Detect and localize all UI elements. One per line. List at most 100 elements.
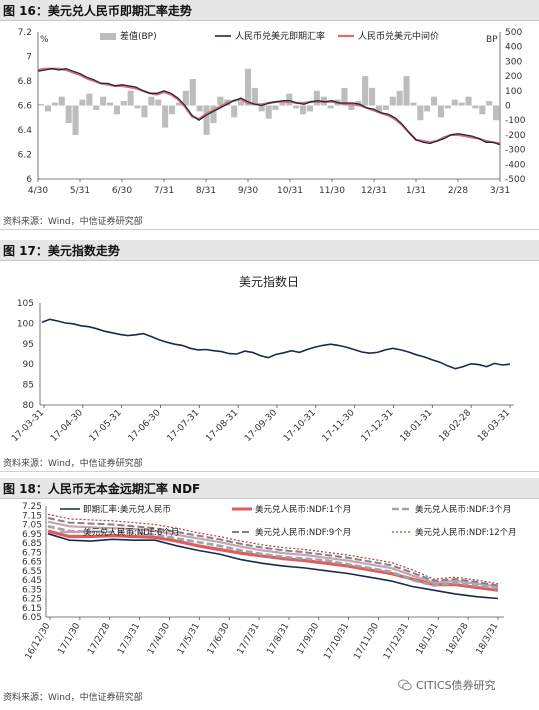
diff-bar bbox=[472, 105, 479, 109]
diff-bar bbox=[175, 102, 182, 106]
diff-bar bbox=[458, 102, 465, 106]
diff-bar bbox=[396, 90, 403, 106]
x-tick-label: 17/2/28 bbox=[86, 621, 112, 656]
diff-bar bbox=[155, 99, 162, 106]
divider bbox=[0, 471, 539, 472]
y-tick-label: 7.25 bbox=[22, 502, 42, 512]
legend-label: 美元兑人民币:NDF:6个月 bbox=[83, 527, 179, 538]
chart-18-header: 图 18：人民币无本金远期汇率 NDF bbox=[0, 478, 539, 499]
y-tick-label: 6.55 bbox=[22, 567, 42, 577]
y-tick-label: 7.15 bbox=[22, 511, 42, 521]
chart-16-source: 资料来源：Wind，中信证券研究部 bbox=[3, 217, 143, 227]
y2-axis-label: BP bbox=[486, 35, 498, 45]
y-tick-label: 6.2 bbox=[18, 151, 32, 161]
legend-label-mid: 人民币兑美元中间价 bbox=[358, 30, 439, 42]
y-tick-label: 95 bbox=[23, 340, 34, 350]
wechat-icon bbox=[398, 679, 412, 691]
diff-bar bbox=[79, 99, 86, 106]
y-tick-label: 7 bbox=[26, 53, 32, 63]
diff-bar bbox=[196, 105, 203, 112]
x-tick-label: 12/31 bbox=[361, 186, 387, 196]
diff-bar bbox=[100, 96, 107, 106]
chart-18-title: 图 18：人民币无本金远期汇率 NDF bbox=[3, 482, 201, 496]
diff-bar bbox=[369, 87, 376, 106]
x-tick-label: 17-04-30 bbox=[49, 408, 85, 444]
x-tick-label: 16/12/30 bbox=[24, 621, 53, 661]
y2-tick-label: -500 bbox=[505, 175, 526, 185]
x-tick-label: 17-09-30 bbox=[243, 408, 279, 444]
y2-tick-label: 0 bbox=[505, 102, 511, 112]
x-tick-label: 3/31 bbox=[490, 186, 510, 196]
diff-bar bbox=[410, 102, 417, 106]
x-tick-label: 17/8/31 bbox=[266, 622, 292, 657]
x-tick-label: 17/7/31 bbox=[236, 622, 262, 657]
x-tick-label: 7/31 bbox=[154, 186, 174, 196]
y-tick-label: 85 bbox=[23, 381, 34, 391]
y-tick-label: 7.2 bbox=[18, 28, 32, 38]
y-tick-label: 6.6 bbox=[18, 102, 33, 112]
diff-bar bbox=[279, 102, 286, 106]
x-tick-label: 18/3/31 bbox=[475, 622, 501, 657]
diff-bar bbox=[162, 105, 169, 128]
diff-bar bbox=[293, 105, 300, 109]
diff-bar bbox=[210, 105, 217, 124]
diff-bar bbox=[362, 76, 369, 106]
diff-bar bbox=[72, 105, 79, 135]
diff-bar bbox=[141, 105, 148, 118]
x-tick-label: 18/1/31 bbox=[415, 622, 441, 657]
y-tick-label: 6.4 bbox=[18, 126, 33, 136]
diff-bar bbox=[65, 105, 72, 124]
diff-bar bbox=[341, 87, 348, 106]
diff-bar bbox=[238, 101, 245, 106]
diff-bar bbox=[258, 105, 265, 112]
diff-bar bbox=[437, 105, 444, 118]
x-tick-label: 17-06-30 bbox=[127, 408, 163, 444]
legend-label: 美元兑人民币:NDF:12个月 bbox=[415, 527, 517, 538]
chart-18-plot: 7.257.157.056.956.856.756.656.556.456.35… bbox=[22, 502, 517, 662]
x-tick-label: 18-02-28 bbox=[437, 408, 473, 444]
diff-bar bbox=[272, 105, 279, 110]
diff-bar bbox=[327, 105, 334, 109]
chart-17-header: 图 17：美元指数走势 bbox=[0, 240, 539, 261]
usd-index-line bbox=[41, 318, 511, 370]
y-tick-label: 6.45 bbox=[22, 576, 42, 586]
y2-tick-label: 100 bbox=[505, 87, 522, 97]
y-tick-label: 7.05 bbox=[22, 521, 42, 531]
chart-16-header: 图 16：美元兑人民币即期汇率走势 bbox=[0, 0, 539, 21]
legend-label-spot: 人民币兑美元即期汇率 bbox=[235, 30, 325, 42]
diff-bar bbox=[300, 105, 307, 115]
chart-16-plot: 7.2 7 6.8 6.6 6.4 6.2 6 500 400 300 200 100 0 -100 -20… bbox=[18, 28, 526, 196]
diff-bar bbox=[493, 105, 500, 121]
diff-bar bbox=[51, 102, 58, 106]
y2-tick-label: 500 bbox=[505, 28, 522, 38]
y2-tick-label: 200 bbox=[505, 72, 522, 82]
diff-bar bbox=[44, 105, 51, 112]
diff-bar bbox=[169, 105, 176, 115]
x-tick-label: 17/1/30 bbox=[56, 621, 82, 656]
diff-bar bbox=[134, 105, 141, 109]
y-tick-label: 6.35 bbox=[22, 585, 42, 595]
y-tick-label: 6.75 bbox=[22, 548, 42, 558]
diff-bar bbox=[486, 101, 493, 106]
x-tick-label: 11/30 bbox=[319, 186, 345, 196]
x-tick-label: 18-03-31 bbox=[476, 408, 512, 444]
diff-bar bbox=[38, 104, 45, 106]
x-tick-label: 10/31 bbox=[277, 186, 303, 196]
diff-bar bbox=[203, 105, 210, 135]
x-tick-label: 18/2/28 bbox=[445, 621, 471, 656]
x-tick-label: 17-07-31 bbox=[165, 408, 201, 444]
x-tick-label: 17-10-31 bbox=[282, 408, 318, 444]
diff-bar bbox=[148, 96, 155, 106]
diff-bar bbox=[465, 96, 472, 106]
chart-17-title: 图 17：美元指数走势 bbox=[3, 244, 120, 258]
diff-bar bbox=[431, 96, 438, 106]
diff-bar bbox=[93, 105, 100, 110]
diff-bar bbox=[244, 68, 251, 106]
x-tick-label: 5/31 bbox=[70, 186, 90, 196]
diff-bar bbox=[306, 105, 313, 112]
chart-17-source: 资料来源：Wind，中信证券研究部 bbox=[3, 459, 143, 469]
diff-bar bbox=[286, 93, 293, 106]
y-tick-label: 6.05 bbox=[22, 613, 42, 623]
diff-bar bbox=[451, 99, 458, 106]
